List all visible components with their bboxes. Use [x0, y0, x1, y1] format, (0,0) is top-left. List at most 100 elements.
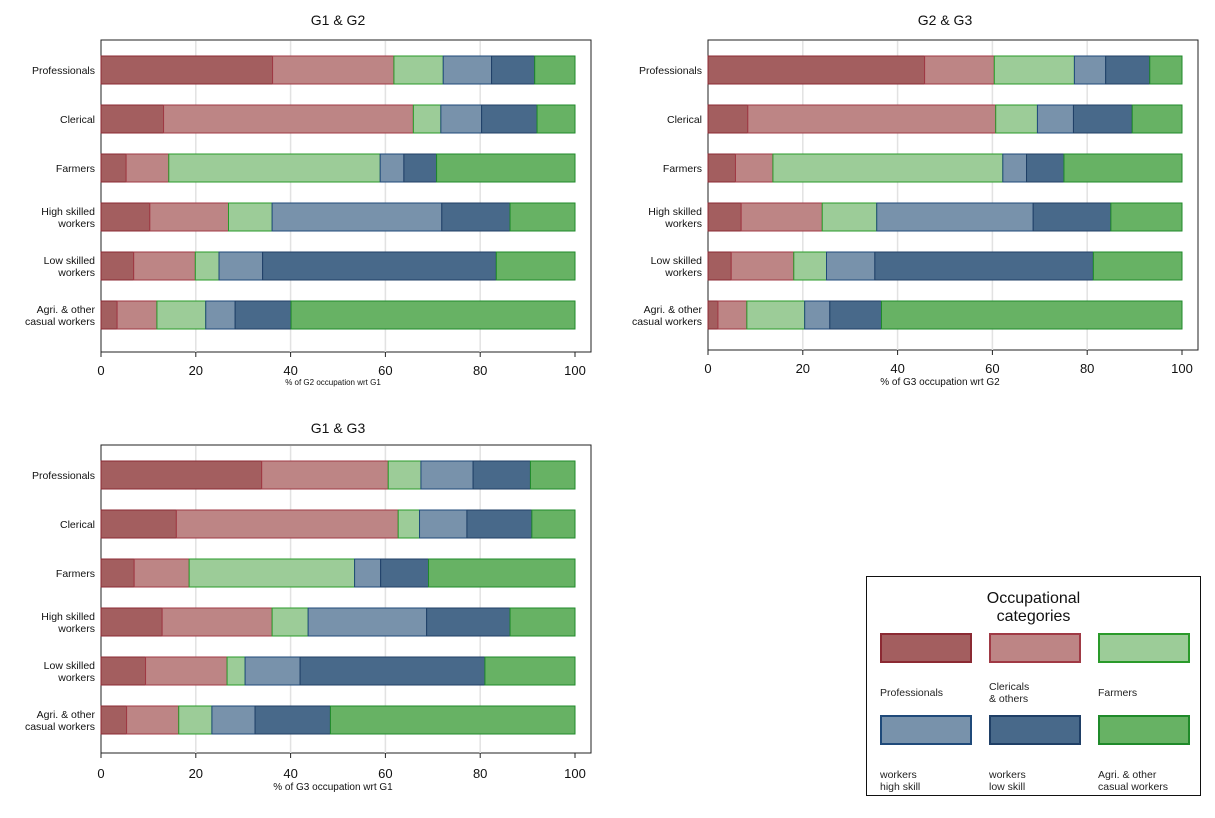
- x-tick-label: 80: [1080, 361, 1094, 376]
- bar-segment-professionals: [100, 558, 135, 588]
- bar-segment-professionals: [707, 104, 749, 134]
- bar-segment-professionals: [707, 300, 719, 330]
- bar-segment-professionals: [707, 55, 926, 85]
- x-tick-label: 0: [704, 361, 711, 376]
- bar-segment-agri-other-casual-workers: [509, 202, 576, 232]
- bar-segment-workers-low-skill: [254, 705, 331, 735]
- bar-segment-farmers: [821, 202, 878, 232]
- bar-segment-professionals: [100, 705, 128, 735]
- bar-segment-farmers: [387, 460, 422, 490]
- label-line: Agri. & other: [37, 709, 96, 721]
- bar-segment-workers-low-skill: [1032, 202, 1112, 232]
- x-tick-label: 0: [97, 766, 104, 781]
- bar-segment-agri-other-casual-workers: [1063, 153, 1183, 183]
- legend-label: Professionals: [880, 687, 944, 699]
- bar-segment-clericals-others: [747, 104, 997, 134]
- bar-segment-workers-low-skill: [1105, 55, 1151, 85]
- bar-segment-clericals-others: [126, 705, 180, 735]
- bar-segment-workers-low-skill: [403, 153, 438, 183]
- bar-segment-clericals-others: [163, 104, 414, 134]
- x-tick-label: 100: [564, 766, 586, 781]
- label-line: Agri. & other: [644, 304, 703, 316]
- bar-segment-agri-other-casual-workers: [529, 460, 576, 490]
- bar-segment-agri-other-casual-workers: [436, 153, 576, 183]
- legend-swatch: [880, 715, 972, 745]
- bar-segment-workers-high-skill: [442, 55, 493, 85]
- bar-segment-farmers: [793, 251, 828, 281]
- x-tick-label: 100: [564, 363, 586, 378]
- label-line: Professionals: [32, 470, 95, 482]
- bar-segment-professionals: [100, 153, 127, 183]
- bar-segment-clericals-others: [175, 509, 399, 539]
- bar-segment-farmers: [188, 558, 356, 588]
- legend-label: Clericals & others: [989, 681, 1030, 705]
- bar-segment-clericals-others: [145, 656, 228, 686]
- chart-title: G2 & G3: [918, 12, 973, 28]
- label-line: Clerical: [667, 114, 702, 126]
- bar-segment-farmers: [194, 251, 220, 281]
- chart-panel-3: 0 20 40 60 80 100 G1 & G3 % of G3 occupation wr…: [25, 420, 592, 793]
- x-tick-label: 20: [189, 363, 203, 378]
- bar-segment-workers-low-skill: [262, 251, 497, 281]
- bar-segment-workers-high-skill: [1073, 55, 1107, 85]
- label-line: workers: [664, 218, 702, 230]
- label-line: Farmers: [56, 163, 95, 175]
- label-line: workers: [664, 267, 702, 279]
- label-line: Farmers: [663, 163, 702, 175]
- label-line: workers: [57, 267, 95, 279]
- x-tick-label: 60: [378, 363, 392, 378]
- bar-segment-workers-high-skill: [826, 251, 876, 281]
- legend-label: workers low skill: [989, 769, 1026, 793]
- bar-segment-workers-low-skill: [299, 656, 486, 686]
- label-line: workers: [57, 623, 95, 635]
- x-tick-label: 80: [473, 766, 487, 781]
- legend-title: Occupational categories: [986, 590, 1081, 625]
- bar-segment-workers-high-skill: [420, 460, 474, 490]
- bar-segment-clericals-others: [149, 202, 230, 232]
- bar-segment-workers-high-skill: [271, 202, 443, 232]
- bar-segment-workers-low-skill: [441, 202, 511, 232]
- legend-item-professionals: Professionals: [880, 633, 972, 699]
- bar-segment-workers-high-skill: [218, 251, 264, 281]
- bar-segment-farmers: [995, 104, 1038, 134]
- bar-segment-workers-low-skill: [481, 104, 538, 134]
- bar-segment-workers-high-skill: [379, 153, 405, 183]
- label-line: Professionals: [32, 65, 95, 77]
- bar-segment-workers-low-skill: [472, 460, 531, 490]
- bar-segment-professionals: [100, 656, 147, 686]
- bar-segment-workers-high-skill: [307, 607, 428, 637]
- bar-segment-workers-high-skill: [205, 300, 236, 330]
- label-line: Low skilled: [44, 255, 96, 267]
- bar-segment-professionals: [100, 202, 151, 232]
- bar-segment-agri-other-casual-workers: [880, 300, 1183, 330]
- bar-segment-agri-other-casual-workers: [428, 558, 576, 588]
- chart-title: G1 & G2: [311, 12, 366, 28]
- bar-segment-agri-other-casual-workers: [1131, 104, 1183, 134]
- bar-segment-professionals: [100, 251, 135, 281]
- bar-segment-workers-high-skill: [419, 509, 468, 539]
- legend-swatch: [989, 633, 1081, 663]
- bar-segment-agri-other-casual-workers: [1149, 55, 1183, 85]
- bar-segment-clericals-others: [161, 607, 273, 637]
- y-category-label: Clerical: [60, 519, 95, 531]
- bar-segment-professionals: [100, 300, 118, 330]
- label-line: casual workers: [25, 316, 95, 328]
- y-category-label: Professionals: [32, 470, 95, 482]
- x-tick-label: 20: [796, 361, 810, 376]
- bar-segment-workers-low-skill: [1026, 153, 1065, 183]
- bar-segment-farmers: [772, 153, 1004, 183]
- bar-segment-workers-low-skill: [380, 558, 430, 588]
- bar-segment-professionals: [707, 153, 736, 183]
- legend-label: Farmers: [1098, 687, 1138, 699]
- bar-segment-agri-other-casual-workers: [1110, 202, 1183, 232]
- y-category-label: Professionals: [32, 65, 95, 77]
- bar-segment-agri-other-casual-workers: [534, 55, 576, 85]
- bar-segment-farmers: [393, 55, 444, 85]
- chart-title: G1 & G3: [311, 420, 366, 436]
- plot-frame: [707, 39, 1199, 351]
- bar-segment-farmers: [993, 55, 1075, 85]
- legend-item-farmers: Farmers: [1098, 633, 1190, 699]
- x-tick-label: 40: [283, 363, 297, 378]
- bar-segment-clericals-others: [730, 251, 795, 281]
- y-category-label: Clerical: [667, 114, 702, 126]
